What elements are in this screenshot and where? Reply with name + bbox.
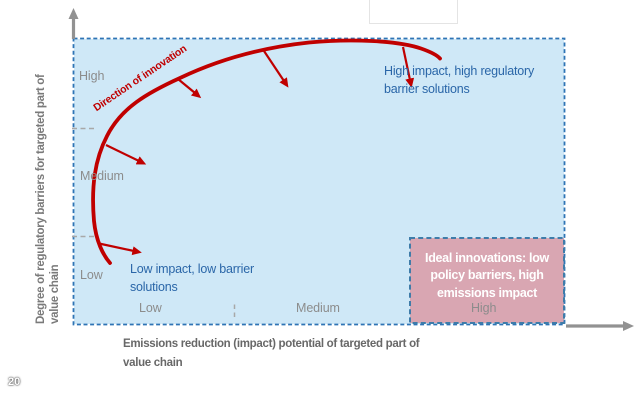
y-label-high: High [79,69,105,83]
x-axis-title-line1: Emissions reduction (impact) potential o… [123,338,420,350]
annotation-high-line2: barrier solutions [384,82,470,96]
page-number: 20 [8,376,21,388]
y-label-medium: Medium [80,169,124,183]
ideal-box-line1: Ideal innovations: low [425,250,549,265]
annotation-low-impact: Low impact, low barrier solutions [130,260,254,296]
y-axis-title-line2: value chain [49,264,61,324]
annotation-high-line1: High impact, high regulatory [384,64,535,78]
annotation-low-line2: solutions [130,280,178,294]
annotation-high-impact: High impact, high regulatory barrier sol… [384,62,534,98]
x-label-high: High [471,301,497,315]
y-axis-title-line1: Degree of regulatory barriers for target… [35,74,47,324]
y-label-low: Low [80,268,103,282]
x-label-low: Low [139,301,162,315]
x-axis-title-line2: value chain [123,356,183,369]
blank-logo-box [369,0,458,24]
y-axis-title: Degree of regulatory barriers for target… [34,32,62,324]
x-label-medium: Medium [296,301,340,315]
ideal-box-line3: emissions impact [436,285,538,300]
x-axis-title: Emissions reduction (impact) potential o… [123,335,420,372]
annotation-low-line1: Low impact, low barrier [130,262,254,276]
ideal-box-line2: policy barriers, high [430,268,544,283]
